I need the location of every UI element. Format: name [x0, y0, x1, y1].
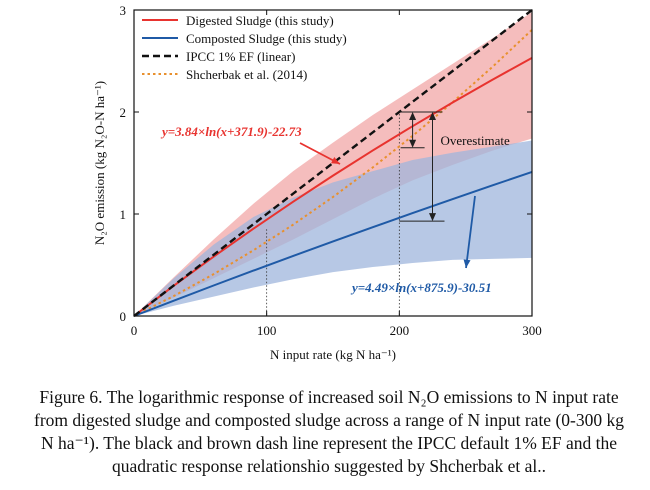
bracket-arrow-large-head-bottom: [429, 213, 436, 222]
composted-equation-arrow-head: [463, 259, 471, 268]
chart: y=3.84×ln(x+371.9)-22.73 y=4.49×ln(x+875.…: [92, 3, 542, 362]
x-tick-label: 200: [390, 323, 410, 338]
x-tick-label: 300: [522, 323, 542, 338]
bracket-arrow-small-head-top: [409, 112, 417, 120]
y-tick-label: 1: [120, 207, 127, 222]
legend-entry: Composted Sludge (this study): [186, 31, 347, 46]
caption-line-4: quadratic response relationshio suggeste…: [112, 456, 546, 476]
annotations: y=3.84×ln(x+371.9)-22.73 y=4.49×ln(x+875.…: [160, 111, 511, 295]
y-axis-label: N₂O emission (kg N₂O-N ha⁻¹): [92, 81, 107, 245]
overestimate-label: Overestimate: [441, 133, 511, 148]
reference-lines: [266, 114, 400, 316]
digested-equation: y=3.84×ln(x+371.9)-22.73: [160, 124, 302, 139]
x-axis-label: N input rate (kg N ha⁻¹): [270, 347, 396, 362]
series-lines: [133, 9, 533, 317]
legend-entry: Digested Sludge (this study): [186, 13, 334, 28]
bracket-arrow-small-head-bottom: [409, 139, 417, 148]
ipcc-line: [133, 9, 533, 317]
caption-line-2: from digested sludge and composted sludg…: [34, 410, 624, 430]
legend: Digested Sludge (this study) Composted Sl…: [142, 13, 347, 82]
legend-entry: Shcherbak et al. (2014): [186, 67, 307, 82]
composted-equation: y=4.49×ln(x+875.9)-30.51: [350, 280, 492, 295]
caption-line-1: Figure 6. The logarithmic response of in…: [39, 387, 619, 407]
axes: 0 100 200 300 0 1 2 3 N input rate (kg N ha⁻¹) N₂…: [92, 3, 542, 362]
composted-equation-arrow: [465, 195, 476, 269]
x-tick-label: 0: [131, 323, 138, 338]
y-tick-label: 3: [120, 3, 127, 18]
bracket-arrow-large-head-top: [429, 112, 436, 120]
plot-frame: [133, 9, 533, 317]
legend-entry: IPCC 1% EF (linear): [186, 49, 295, 64]
y-tick-label: 0: [120, 309, 127, 324]
figure-caption: Figure 6. The logarithmic response of in…: [14, 386, 644, 478]
composted-line: [133, 171, 533, 317]
x-tick-label: 100: [257, 323, 277, 338]
y-tick-label: 2: [120, 105, 127, 120]
shcherbak-line: [133, 29, 533, 317]
caption-line-3: N ha⁻¹). The black and brown dash line r…: [41, 433, 617, 453]
digested-equation-arrow-head: [331, 157, 340, 164]
